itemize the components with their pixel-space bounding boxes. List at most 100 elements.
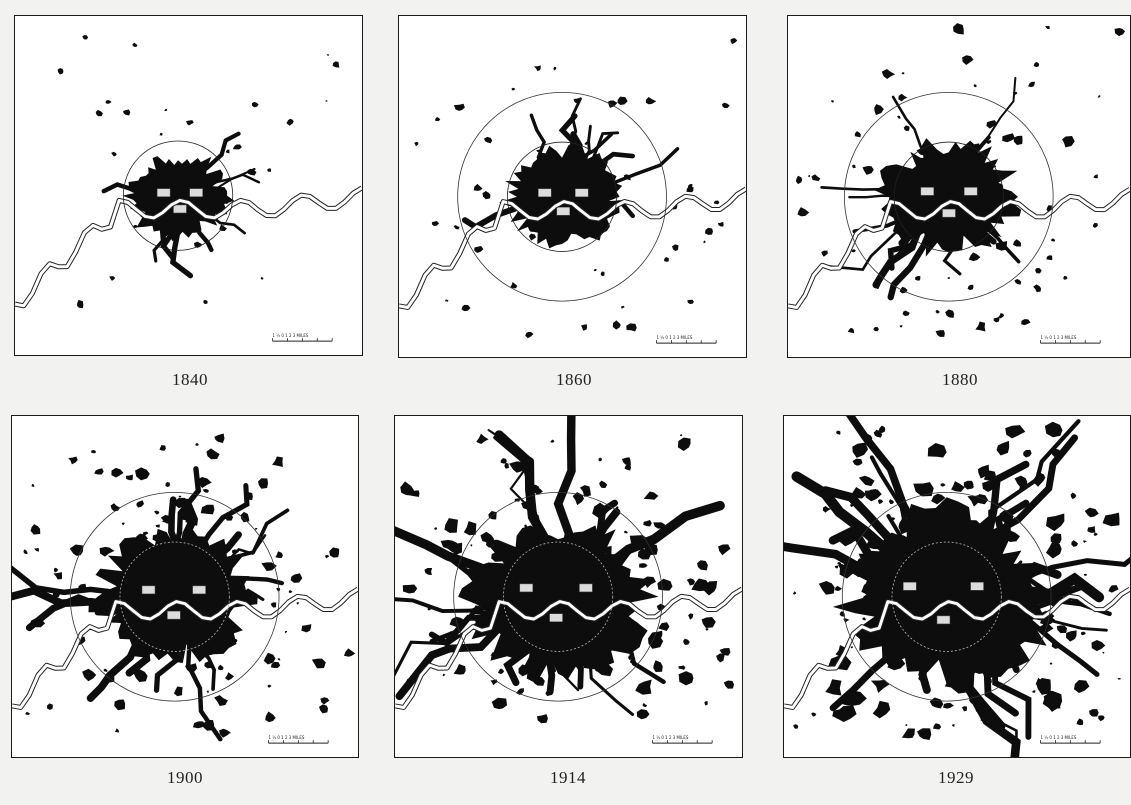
settlement: [581, 176, 586, 181]
settlement: [1023, 449, 1032, 458]
settlement: [877, 499, 884, 505]
settlement: [975, 209, 984, 217]
map-panel-1840: 1 ½ 0 1 2 3 MILES: [14, 15, 363, 356]
settlement: [600, 271, 605, 277]
settlement: [244, 493, 251, 501]
settlement: [843, 618, 850, 623]
ribbon-development: [546, 594, 560, 673]
park-area: [549, 613, 563, 622]
settlement: [924, 628, 931, 633]
map-panel-1929: 1 ½ 0 1 2 3 MILES: [783, 415, 1131, 758]
settlement: [110, 503, 121, 512]
settlement: [849, 558, 870, 578]
settlement: [530, 553, 535, 559]
settlement: [933, 723, 942, 730]
settlement: [183, 575, 189, 582]
ribbon-development: [944, 594, 1100, 677]
outer-radius-circle: [843, 91, 1054, 302]
scale-label: 1 ½ 0 1 2 3 MILES: [653, 735, 689, 740]
settlement: [909, 543, 926, 555]
ribbon-development: [140, 193, 181, 218]
settlement: [705, 628, 709, 631]
settlement: [865, 574, 879, 589]
settlement: [584, 141, 589, 145]
park-area: [519, 583, 533, 593]
settlement: [658, 622, 670, 631]
settlement: [1051, 238, 1056, 242]
settlement: [862, 588, 868, 593]
settlement: [956, 636, 964, 643]
park-area: [970, 582, 984, 591]
settlement: [949, 628, 952, 631]
settlement: [155, 524, 160, 528]
year-label: 1860: [556, 370, 592, 389]
settlement: [125, 474, 133, 481]
settlement: [139, 569, 147, 575]
settlement: [993, 657, 999, 663]
settlement: [862, 166, 874, 175]
settlement: [722, 102, 730, 109]
settlement: [536, 714, 548, 724]
settlement: [232, 582, 237, 586]
settlement: [251, 101, 259, 108]
settlement: [811, 174, 821, 182]
settlement: [194, 241, 203, 248]
settlement: [23, 549, 28, 555]
outer-radius-circle: [453, 491, 663, 702]
settlement: [427, 607, 432, 611]
settlement: [203, 629, 211, 636]
settlement: [518, 664, 529, 677]
park-area: [189, 188, 203, 197]
scale-label: 1 ½ 0 1 2 3 MILES: [273, 333, 309, 338]
settlement: [525, 331, 534, 339]
settlement: [607, 180, 614, 188]
settlement: [581, 324, 588, 331]
settlement: [82, 35, 89, 40]
settlement: [57, 68, 64, 75]
settlement: [792, 591, 797, 595]
settlement: [947, 277, 950, 279]
map-drawing: 1 ½ 0 1 2 3 MILES: [788, 23, 1130, 344]
settlement: [664, 256, 669, 262]
ribbon-development: [553, 500, 725, 602]
map-drawing: 1 ½ 0 1 2 3 MILES: [784, 416, 1130, 757]
ribbon-development: [395, 592, 562, 701]
settlement: [332, 61, 340, 68]
settlement: [533, 676, 545, 686]
settlement: [325, 100, 328, 102]
settlement: [898, 166, 908, 174]
settlement: [263, 652, 276, 665]
settlement: [536, 149, 541, 153]
park-area: [167, 610, 181, 620]
settlement: [967, 494, 986, 507]
settlement: [822, 505, 832, 513]
settlement: [453, 663, 466, 675]
settlement: [1040, 624, 1054, 636]
settlement: [629, 535, 649, 549]
settlement: [961, 706, 968, 712]
settlement: [718, 544, 731, 556]
settlement: [642, 576, 656, 588]
settlement: [272, 456, 283, 468]
park-area: [579, 583, 593, 593]
settlement: [583, 656, 600, 670]
scale-label: 1 ½ 0 1 2 3 MILES: [657, 335, 693, 340]
settlement: [453, 103, 465, 111]
settlement: [1046, 255, 1053, 261]
settlement: [901, 512, 909, 519]
settlement: [901, 728, 915, 739]
settlement: [686, 578, 696, 586]
river-thames: [395, 587, 742, 709]
settlement: [637, 548, 652, 560]
settlement: [626, 632, 640, 645]
settlement: [213, 601, 218, 605]
settlement: [991, 186, 998, 193]
settlement: [917, 207, 930, 216]
settlement: [953, 23, 964, 35]
settlement: [233, 638, 238, 643]
settlement: [1044, 421, 1063, 438]
settlement: [491, 552, 502, 562]
built-up-area: [784, 416, 1130, 757]
river-thames-edge: [399, 186, 746, 310]
settlement: [215, 594, 221, 599]
